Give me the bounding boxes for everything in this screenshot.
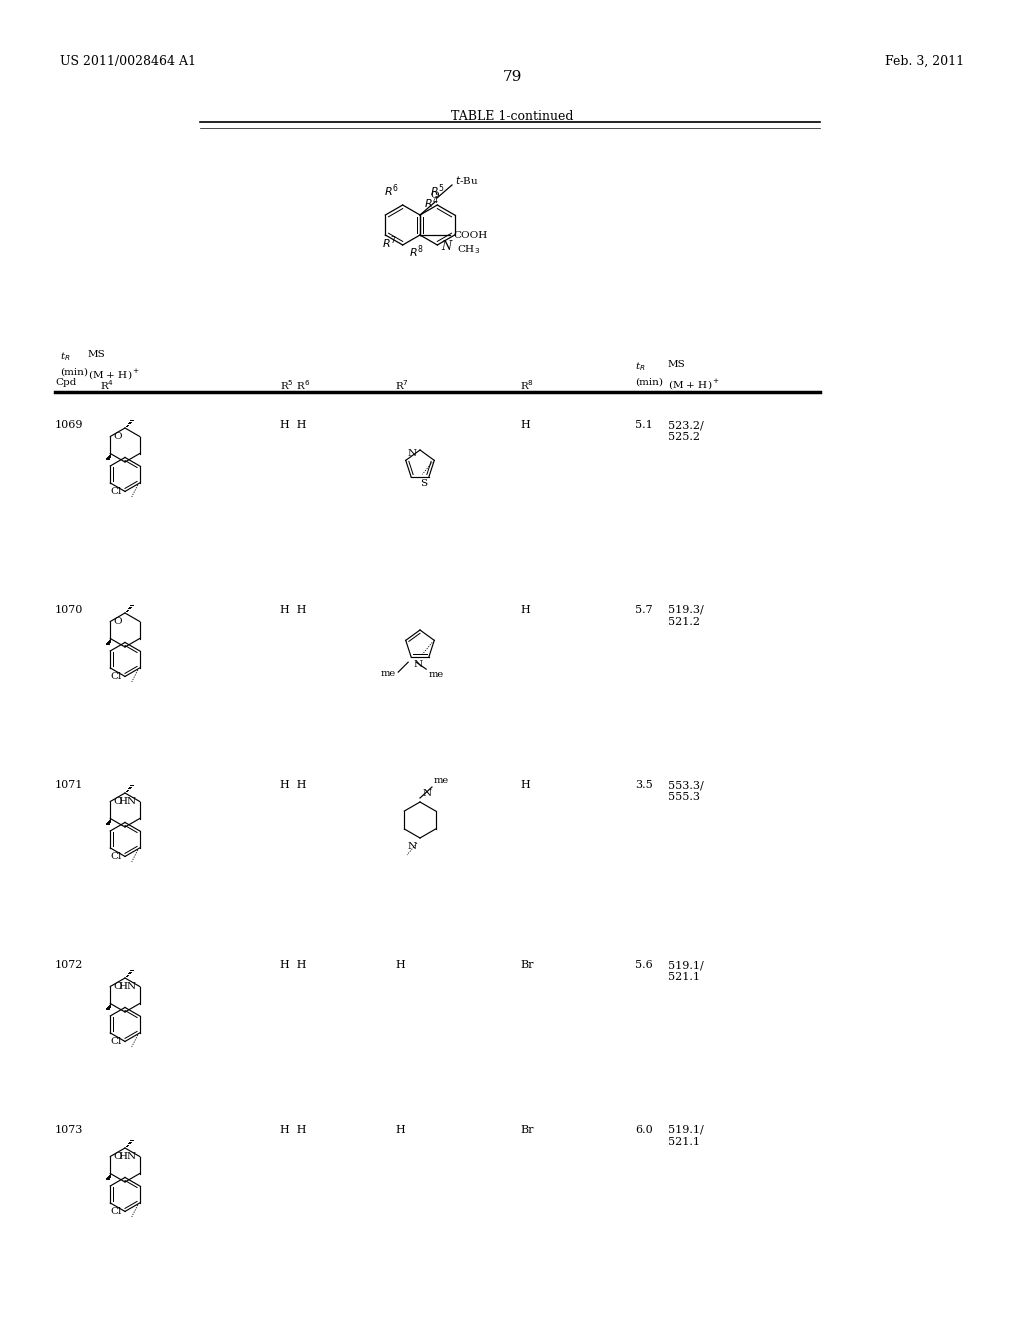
Text: O: O — [114, 1152, 122, 1162]
Text: COOH: COOH — [453, 231, 487, 239]
Text: $\mathit{t}$-Bu: $\mathit{t}$-Bu — [455, 174, 478, 186]
Text: (min): (min) — [60, 368, 88, 378]
Text: HN: HN — [119, 797, 137, 807]
Text: $R^6$: $R^6$ — [384, 182, 398, 199]
Text: 519.1/
521.1: 519.1/ 521.1 — [668, 960, 703, 982]
Text: H: H — [395, 1125, 404, 1135]
Text: Cpd: Cpd — [55, 378, 77, 387]
Text: O: O — [114, 797, 122, 807]
Text: $R^5$: $R^5$ — [430, 182, 444, 199]
Text: t$_R$: t$_R$ — [60, 350, 71, 363]
Text: t$_R$: t$_R$ — [635, 360, 646, 372]
Text: 1073: 1073 — [55, 1125, 83, 1135]
Text: (M + H)$^+$: (M + H)$^+$ — [88, 368, 140, 381]
Text: Cl: Cl — [111, 851, 122, 861]
Text: Cl: Cl — [111, 1206, 122, 1216]
Text: 1071: 1071 — [55, 780, 83, 789]
Text: HN: HN — [119, 1152, 137, 1162]
Text: US 2011/0028464 A1: US 2011/0028464 A1 — [60, 55, 196, 69]
Text: 79: 79 — [503, 70, 521, 84]
Text: H: H — [395, 960, 404, 970]
Text: O: O — [114, 982, 122, 991]
Text: H  H: H H — [280, 1125, 306, 1135]
Text: 1070: 1070 — [55, 605, 83, 615]
Text: H  H: H H — [280, 960, 306, 970]
Text: O: O — [431, 191, 439, 201]
Text: $R^4$: $R^4$ — [424, 194, 439, 211]
Text: (min): (min) — [635, 378, 663, 387]
Text: 523.2/
525.2: 523.2/ 525.2 — [668, 420, 703, 442]
Text: 553.3/
555.3: 553.3/ 555.3 — [668, 780, 703, 801]
Text: N: N — [408, 449, 417, 458]
Text: (M + H)$^+$: (M + H)$^+$ — [668, 378, 720, 392]
Text: N: N — [408, 842, 417, 851]
Text: 5.6: 5.6 — [635, 960, 652, 970]
Text: 1069: 1069 — [55, 420, 84, 430]
Text: me: me — [434, 776, 450, 785]
Text: Br: Br — [520, 1125, 534, 1135]
Text: H: H — [520, 780, 529, 789]
Text: N: N — [441, 240, 452, 253]
Text: H  H: H H — [280, 605, 306, 615]
Text: R$^5$ R$^6$: R$^5$ R$^6$ — [280, 378, 310, 392]
Text: H  H: H H — [280, 780, 306, 789]
Text: 519.1/
521.1: 519.1/ 521.1 — [668, 1125, 703, 1147]
Text: Cl: Cl — [111, 672, 122, 681]
Text: S: S — [420, 479, 427, 488]
Text: HN: HN — [119, 982, 137, 991]
Text: MS: MS — [668, 360, 686, 370]
Text: Br: Br — [520, 960, 534, 970]
Text: 5.7: 5.7 — [635, 605, 652, 615]
Text: 5.1: 5.1 — [635, 420, 652, 430]
Text: N: N — [423, 789, 432, 799]
Text: R$^7$: R$^7$ — [395, 378, 409, 392]
Text: O: O — [114, 432, 122, 441]
Text: 6.0: 6.0 — [635, 1125, 652, 1135]
Text: TABLE 1-continued: TABLE 1-continued — [451, 110, 573, 123]
Text: Cl: Cl — [111, 1038, 122, 1045]
Text: N: N — [413, 660, 422, 669]
Text: R$^4$: R$^4$ — [100, 378, 114, 392]
Text: O: O — [114, 616, 122, 626]
Text: $R^8$: $R^8$ — [409, 243, 424, 260]
Text: H: H — [520, 420, 529, 430]
Text: CH$_3$: CH$_3$ — [457, 243, 480, 256]
Text: H  H: H H — [280, 420, 306, 430]
Text: R$^8$: R$^8$ — [520, 378, 535, 392]
Text: 519.3/
521.2: 519.3/ 521.2 — [668, 605, 703, 627]
Text: Feb. 3, 2011: Feb. 3, 2011 — [885, 55, 964, 69]
Text: 1072: 1072 — [55, 960, 83, 970]
Text: MS: MS — [88, 350, 105, 359]
Text: H: H — [520, 605, 529, 615]
Text: me: me — [381, 669, 396, 677]
Text: 3.5: 3.5 — [635, 780, 652, 789]
Text: $R^7$: $R^7$ — [382, 235, 396, 251]
Text: me: me — [428, 671, 443, 678]
Text: Cl: Cl — [111, 487, 122, 496]
